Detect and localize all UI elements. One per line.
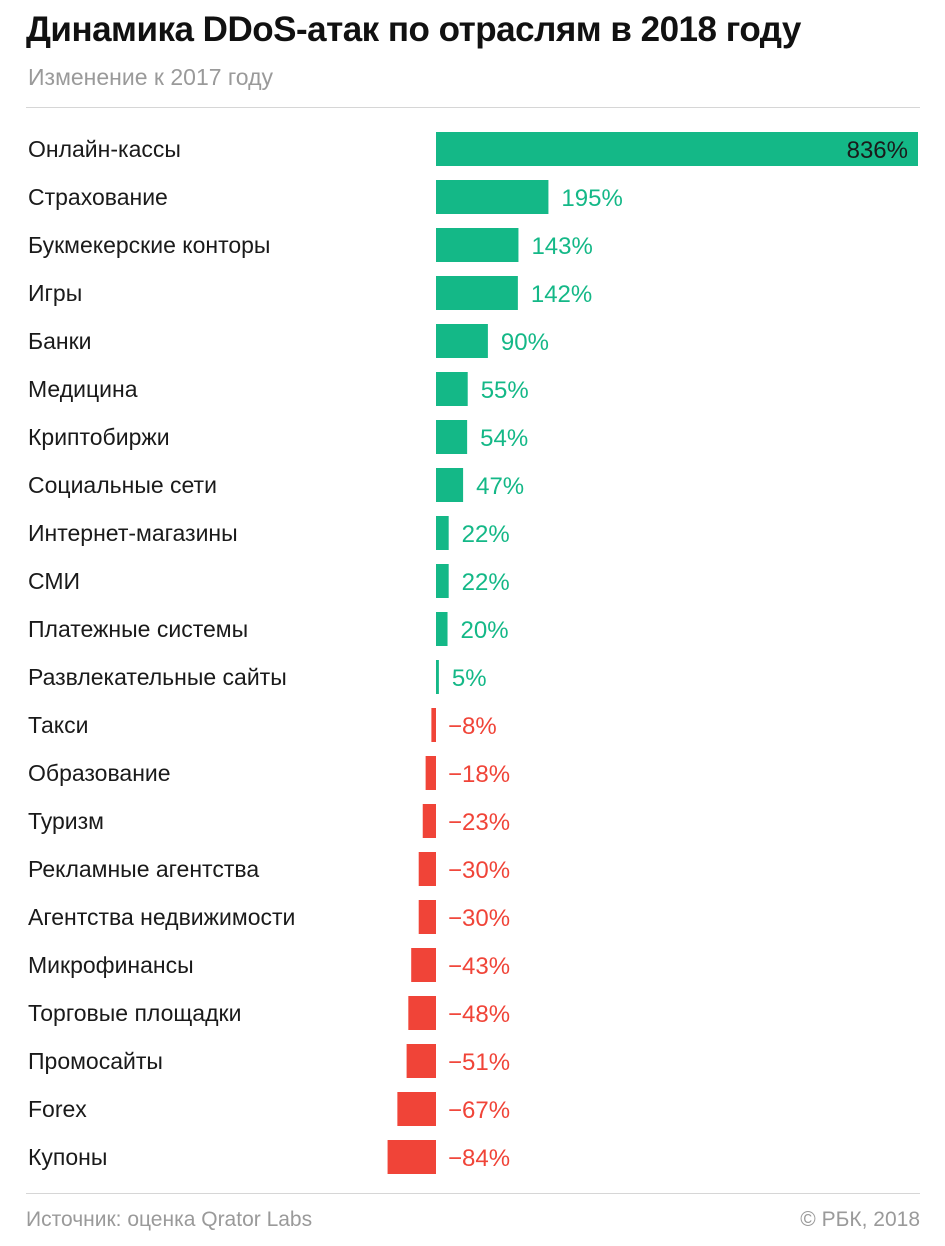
source-note: Источник: оценка Qrator Labs bbox=[26, 1208, 313, 1231]
chart-subtitle: Изменение к 2017 году bbox=[28, 64, 274, 90]
value-label: 836% bbox=[847, 137, 908, 164]
value-label: −48% bbox=[448, 1001, 510, 1028]
value-label: 47% bbox=[476, 473, 524, 500]
category-label: СМИ bbox=[28, 568, 80, 594]
category-label: Forex bbox=[28, 1096, 87, 1122]
category-label: Игры bbox=[28, 280, 82, 306]
value-label: 143% bbox=[531, 233, 592, 260]
bar bbox=[408, 996, 436, 1030]
value-label: 195% bbox=[561, 185, 622, 212]
bar bbox=[436, 372, 468, 406]
category-label: Микрофинансы bbox=[28, 952, 194, 978]
category-label: Онлайн-кассы bbox=[28, 136, 181, 162]
category-label: Социальные сети bbox=[28, 472, 217, 498]
value-label: −43% bbox=[448, 953, 510, 980]
bar bbox=[422, 804, 436, 838]
category-label: Торговые площадки bbox=[28, 1000, 241, 1026]
value-label: 22% bbox=[462, 569, 510, 596]
value-label: 55% bbox=[481, 377, 529, 404]
bar bbox=[406, 1044, 436, 1078]
value-label: −30% bbox=[448, 857, 510, 884]
category-label: Букмекерские конторы bbox=[28, 232, 270, 258]
category-label: Туризм bbox=[28, 808, 104, 834]
category-label: Медицина bbox=[28, 376, 138, 402]
value-label: 142% bbox=[531, 281, 592, 308]
bar bbox=[425, 756, 436, 790]
bar bbox=[397, 1092, 436, 1126]
bar bbox=[436, 228, 519, 262]
category-label: Платежные системы bbox=[28, 616, 248, 642]
value-label: −30% bbox=[448, 905, 510, 932]
top-divider bbox=[26, 107, 920, 108]
category-label: Банки bbox=[28, 328, 92, 354]
value-label: 5% bbox=[452, 665, 487, 692]
bar bbox=[436, 276, 518, 310]
category-label: Развлекательные сайты bbox=[28, 664, 287, 690]
category-label: Такси bbox=[28, 712, 88, 738]
bar bbox=[436, 180, 549, 214]
bar bbox=[436, 420, 468, 454]
category-label: Интернет-магазины bbox=[28, 520, 238, 546]
bar bbox=[387, 1140, 436, 1174]
bar bbox=[436, 660, 439, 694]
value-label: −51% bbox=[448, 1049, 510, 1076]
value-label: 20% bbox=[461, 617, 509, 644]
value-label: −8% bbox=[448, 713, 497, 740]
bar bbox=[436, 564, 449, 598]
category-label: Образование bbox=[28, 760, 171, 786]
bar bbox=[436, 612, 448, 646]
bar bbox=[411, 948, 436, 982]
bar bbox=[436, 324, 488, 358]
bar bbox=[431, 708, 436, 742]
category-label: Рекламные агентства bbox=[28, 856, 259, 882]
bar bbox=[436, 132, 918, 166]
bar bbox=[418, 900, 436, 934]
bar bbox=[436, 516, 449, 550]
value-label: 54% bbox=[480, 425, 528, 452]
value-label: 22% bbox=[462, 521, 510, 548]
value-label: 90% bbox=[501, 329, 549, 356]
value-label: −67% bbox=[448, 1097, 510, 1124]
bar-chart: Онлайн-кассы 836% Страхование 195% Букмекерс… bbox=[28, 132, 918, 1174]
chart-title: Динамика DDoS-атак по отраслям в 2018 го… bbox=[26, 10, 801, 49]
value-label: −23% bbox=[448, 809, 510, 836]
bar bbox=[418, 852, 436, 886]
bar bbox=[436, 468, 464, 502]
category-label: Криптобиржи bbox=[28, 424, 170, 450]
category-label: Купоны bbox=[28, 1144, 107, 1170]
bottom-divider bbox=[26, 1193, 920, 1194]
value-label: −84% bbox=[448, 1145, 510, 1172]
category-label: Агентства недвижимости bbox=[28, 904, 295, 930]
value-label: −18% bbox=[448, 761, 510, 788]
category-label: Промосайты bbox=[28, 1048, 163, 1074]
category-label: Страхование bbox=[28, 184, 168, 210]
copyright-credit: © РБК, 2018 bbox=[800, 1208, 920, 1231]
